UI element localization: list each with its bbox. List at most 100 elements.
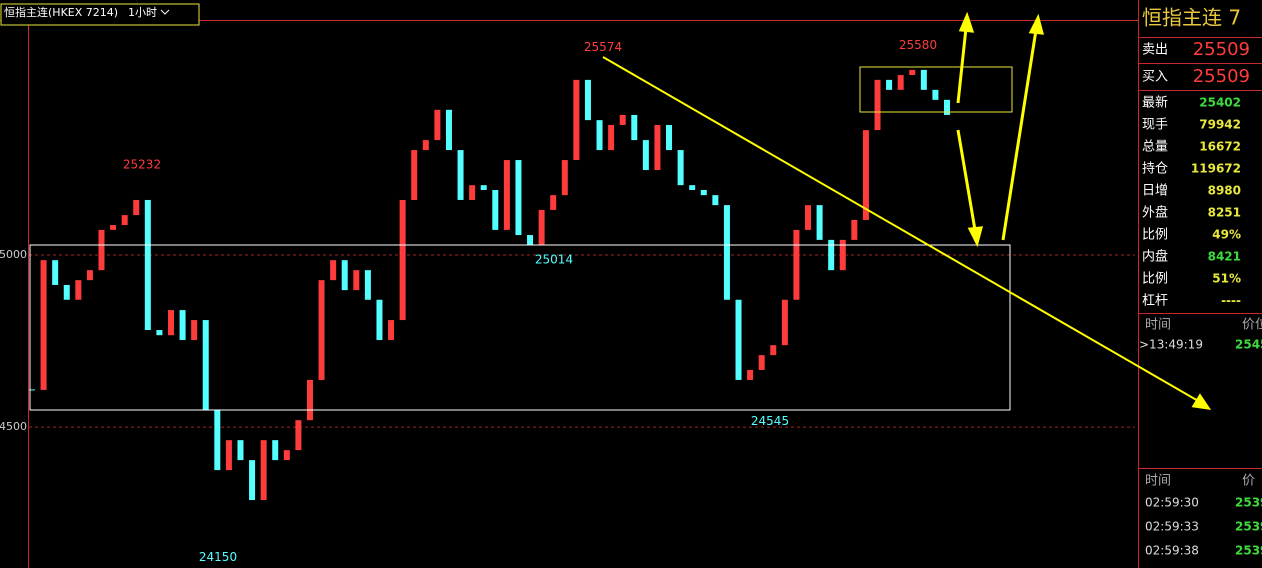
candle <box>851 219 858 240</box>
candle <box>191 320 198 341</box>
low-label: 24150 <box>199 550 237 564</box>
candle <box>237 440 244 461</box>
drawings <box>602 11 1212 410</box>
candle <box>63 284 70 300</box>
quote-value: ---- <box>1221 294 1241 308</box>
candle <box>179 310 186 341</box>
interval[interactable]: 1小时 <box>128 6 157 19</box>
candle <box>642 140 649 171</box>
high-label: 25232 <box>123 158 161 172</box>
candle <box>40 260 47 390</box>
candle <box>538 209 545 246</box>
arrow-head <box>967 226 984 248</box>
high-label: 25580 <box>899 38 937 52</box>
quote-label: 杠杆 <box>1142 293 1168 309</box>
candle <box>619 114 626 125</box>
candle <box>886 79 893 90</box>
candle <box>747 369 754 380</box>
quote-value: 119672 <box>1191 162 1241 176</box>
low-label: 25014 <box>535 253 573 267</box>
quote-label: 比例 <box>1142 228 1168 243</box>
candle <box>202 320 209 411</box>
candle <box>689 185 696 190</box>
quote-value: 49% <box>1212 228 1241 242</box>
candle <box>793 229 800 300</box>
candle <box>584 79 591 121</box>
candle <box>920 69 927 90</box>
quote-value: 8251 <box>1208 206 1241 220</box>
candle <box>515 160 522 236</box>
candle <box>434 109 441 141</box>
low-label: 24545 <box>751 414 789 428</box>
candle <box>862 130 869 220</box>
plot: 25000 24500 25574 25580 25232 25014 24545 24150 <box>0 38 1135 564</box>
candle <box>86 270 93 281</box>
candle <box>422 140 429 151</box>
candle <box>561 160 568 196</box>
bid-ask-label: 买入 <box>1142 70 1168 85</box>
candle <box>805 205 812 230</box>
candle <box>527 235 534 246</box>
quote-label: 内盘 <box>1142 249 1168 265</box>
quote-label: 总量 <box>1142 140 1168 155</box>
candle <box>295 420 302 451</box>
candle <box>98 229 105 271</box>
candle <box>214 410 221 471</box>
quote-value: 79942 <box>1199 118 1241 132</box>
quote-label: 比例 <box>1142 272 1168 287</box>
symbol-selector[interactable] <box>0 3 200 26</box>
candle <box>341 260 348 291</box>
candle <box>353 270 360 291</box>
candle <box>260 440 267 501</box>
quote-panel: 恒指主连 7 卖出 25509 买入 25509 最新 25402 现手 79942 总量 1667… <box>1139 6 1262 558</box>
trade-time: 02:59:30 <box>1145 496 1199 510</box>
candle <box>133 199 140 216</box>
candle <box>156 330 163 336</box>
trade-price: 2539 <box>1235 544 1262 558</box>
candle <box>249 460 256 501</box>
quote-value: 25402 <box>1199 96 1241 110</box>
range-box <box>29 244 1011 411</box>
trade-price: 2539 <box>1235 520 1262 534</box>
quote-label: 日增 <box>1142 184 1168 199</box>
candle <box>75 280 82 300</box>
candle <box>700 189 707 196</box>
candle <box>388 320 395 341</box>
candle <box>445 109 452 151</box>
candle <box>121 215 128 226</box>
candle <box>712 195 719 206</box>
candle <box>364 270 371 300</box>
arrow-head <box>958 11 975 33</box>
candle <box>573 79 580 161</box>
trend-line <box>602 56 1201 403</box>
candle <box>144 199 151 331</box>
candle <box>828 239 835 271</box>
consolidation-box <box>859 66 1013 113</box>
trade-time: 02:59:33 <box>1145 520 1199 534</box>
ticks-time-header: 时间 <box>1145 318 1171 333</box>
candle <box>306 379 313 421</box>
candle <box>283 450 290 461</box>
candle <box>839 239 846 271</box>
candle <box>492 189 499 230</box>
candle <box>272 440 279 461</box>
trade-price: 2539 <box>1235 496 1262 510</box>
candle <box>225 440 232 471</box>
candle <box>503 160 510 230</box>
candle <box>469 185 476 200</box>
high-label: 25574 <box>584 40 622 54</box>
candle <box>909 69 916 76</box>
tick-price: 2545 <box>1235 338 1262 352</box>
candle <box>330 260 337 281</box>
candle <box>457 150 464 200</box>
arrow-head <box>1191 393 1212 410</box>
candle <box>550 195 557 210</box>
candle <box>770 345 777 356</box>
tick-time: >13:49:19 <box>1139 338 1203 352</box>
bid-ask-label: 卖出 <box>1142 43 1168 58</box>
quote-label: 持仓 <box>1142 162 1168 177</box>
candle <box>932 89 939 100</box>
candle <box>596 120 603 151</box>
candle <box>874 79 881 131</box>
